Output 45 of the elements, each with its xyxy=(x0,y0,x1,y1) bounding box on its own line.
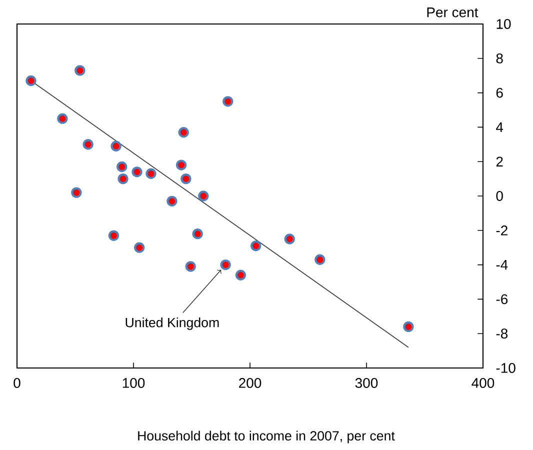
point xyxy=(250,240,262,252)
point xyxy=(166,196,178,206)
x-tick-label: 100 xyxy=(122,378,145,388)
y-tick-label: 6 xyxy=(496,88,503,98)
point xyxy=(26,75,36,86)
x-tick-label: 200 xyxy=(239,378,262,388)
point xyxy=(110,140,122,152)
point xyxy=(82,139,94,150)
point xyxy=(134,242,145,253)
point xyxy=(220,259,231,270)
point xyxy=(118,173,128,184)
point xyxy=(222,96,234,107)
x-tick-label: 300 xyxy=(355,378,378,388)
point xyxy=(132,166,142,178)
y-tick-label: 8 xyxy=(496,53,503,64)
annotation: United Kingdom xyxy=(126,318,219,330)
point xyxy=(57,113,68,124)
point xyxy=(185,261,196,272)
point xyxy=(71,187,82,198)
y-tick-label: -8 xyxy=(496,328,508,339)
y-tick-label: -10 xyxy=(496,363,516,373)
point xyxy=(176,160,187,170)
y-tick-label: 2 xyxy=(496,156,503,166)
y-tick-label: -2 xyxy=(496,226,508,236)
point xyxy=(198,190,209,202)
point xyxy=(74,65,86,76)
point xyxy=(235,270,246,280)
point xyxy=(314,254,326,265)
x-tick-label: 0 xyxy=(14,378,20,388)
y-tick-label: 10 xyxy=(496,19,511,29)
x-axis-title: Household debt to income in 2007, per cent xyxy=(138,430,395,444)
y-tick-label: 0 xyxy=(496,191,503,201)
y-tick-label: -6 xyxy=(496,294,508,304)
point xyxy=(284,234,295,244)
y-axis-title: Per cent xyxy=(427,8,478,18)
x-tick-label: 400 xyxy=(472,378,494,388)
point xyxy=(146,168,156,179)
point xyxy=(178,127,189,138)
point xyxy=(180,173,192,184)
point xyxy=(116,161,128,172)
y-tick-label: 4 xyxy=(496,122,504,132)
y-tick-label: -4 xyxy=(496,260,508,270)
point xyxy=(108,230,120,241)
point xyxy=(403,321,414,332)
point xyxy=(192,228,203,240)
